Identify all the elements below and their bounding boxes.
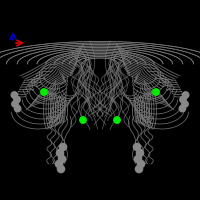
Circle shape	[136, 149, 144, 157]
Circle shape	[12, 101, 18, 107]
Circle shape	[134, 155, 142, 163]
Circle shape	[114, 117, 120, 123]
Circle shape	[179, 105, 186, 112]
Circle shape	[57, 165, 65, 173]
Circle shape	[11, 92, 18, 98]
Circle shape	[41, 89, 47, 95]
Circle shape	[56, 149, 64, 157]
Circle shape	[182, 92, 189, 98]
Circle shape	[135, 165, 143, 173]
Circle shape	[59, 143, 67, 151]
Circle shape	[153, 89, 159, 95]
Circle shape	[180, 96, 186, 103]
Circle shape	[14, 105, 21, 112]
Circle shape	[133, 143, 141, 151]
Circle shape	[182, 101, 188, 107]
Circle shape	[137, 160, 145, 168]
Circle shape	[55, 160, 63, 168]
Circle shape	[14, 96, 20, 103]
Circle shape	[80, 117, 86, 123]
Circle shape	[58, 155, 66, 163]
